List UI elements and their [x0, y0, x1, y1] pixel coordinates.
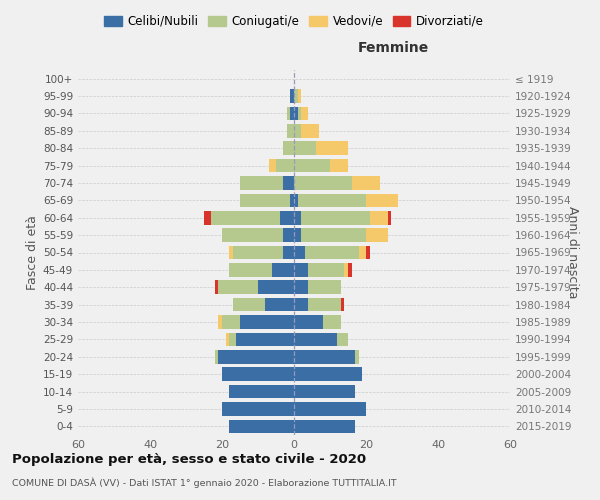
Bar	[229, 420, 294, 433]
Text: COMUNE DI DASÀ (VV) - Dati ISTAT 1° gennaio 2020 - Elaborazione TUTTITALIA.IT: COMUNE DI DASÀ (VV) - Dati ISTAT 1° genn…	[12, 478, 397, 488]
Bar	[229, 263, 272, 276]
Bar	[294, 194, 298, 207]
Bar	[233, 298, 265, 312]
Bar	[301, 211, 370, 224]
Bar	[294, 106, 298, 120]
Bar	[337, 332, 348, 346]
Bar	[298, 194, 366, 207]
Bar	[366, 228, 388, 242]
Bar	[229, 385, 294, 398]
Bar	[233, 246, 283, 260]
Text: Femmine: Femmine	[358, 42, 429, 56]
Bar	[308, 280, 341, 294]
Bar	[280, 211, 294, 224]
Bar	[276, 159, 294, 172]
Bar	[294, 263, 308, 276]
Bar	[287, 106, 290, 120]
Bar	[222, 402, 294, 415]
Bar	[294, 385, 355, 398]
Bar	[294, 124, 301, 138]
Bar	[305, 246, 359, 260]
Bar	[308, 263, 344, 276]
Bar	[240, 194, 290, 207]
Bar	[290, 106, 294, 120]
Bar	[344, 263, 348, 276]
Bar	[222, 228, 283, 242]
Bar	[323, 315, 341, 329]
Bar	[370, 211, 388, 224]
Bar	[366, 194, 398, 207]
Bar	[294, 280, 308, 294]
Bar	[294, 246, 305, 260]
Bar	[272, 263, 294, 276]
Bar	[388, 211, 391, 224]
Bar	[294, 332, 337, 346]
Bar	[240, 315, 294, 329]
Bar	[222, 315, 240, 329]
Bar	[294, 228, 301, 242]
Bar	[204, 211, 211, 224]
Bar	[236, 332, 294, 346]
Bar	[218, 280, 258, 294]
Text: Popolazione per età, sesso e stato civile - 2020: Popolazione per età, sesso e stato civil…	[12, 452, 366, 466]
Bar	[226, 332, 229, 346]
Bar	[316, 142, 348, 155]
Bar	[283, 176, 294, 190]
Bar	[294, 142, 316, 155]
Bar	[294, 350, 355, 364]
Bar	[352, 176, 380, 190]
Bar	[308, 298, 341, 312]
Bar	[294, 315, 323, 329]
Bar	[218, 350, 294, 364]
Bar	[229, 332, 236, 346]
Bar	[359, 246, 366, 260]
Bar	[218, 315, 222, 329]
Bar	[222, 368, 294, 381]
Bar	[265, 298, 294, 312]
Bar	[301, 106, 308, 120]
Bar	[330, 159, 348, 172]
Bar	[258, 280, 294, 294]
Bar	[215, 350, 218, 364]
Bar	[341, 298, 344, 312]
Bar	[283, 246, 294, 260]
Bar	[229, 246, 233, 260]
Bar	[294, 298, 308, 312]
Bar	[294, 90, 298, 103]
Bar	[294, 211, 301, 224]
Bar	[290, 90, 294, 103]
Bar	[283, 228, 294, 242]
Bar	[294, 368, 362, 381]
Bar	[301, 124, 319, 138]
Bar	[287, 124, 294, 138]
Bar	[240, 176, 283, 190]
Legend: Celibi/Nubili, Coniugati/e, Vedovi/e, Divorziati/e: Celibi/Nubili, Coniugati/e, Vedovi/e, Di…	[99, 10, 489, 32]
Bar	[298, 106, 301, 120]
Bar	[211, 211, 280, 224]
Bar	[215, 280, 218, 294]
Y-axis label: Anni di nascita: Anni di nascita	[566, 206, 578, 298]
Bar	[366, 246, 370, 260]
Bar	[269, 159, 276, 172]
Bar	[283, 142, 294, 155]
Bar	[348, 263, 352, 276]
Bar	[294, 159, 330, 172]
Y-axis label: Fasce di età: Fasce di età	[26, 215, 39, 290]
Bar	[298, 90, 301, 103]
Bar	[294, 402, 366, 415]
Bar	[294, 176, 352, 190]
Bar	[294, 420, 355, 433]
Bar	[355, 350, 359, 364]
Bar	[290, 194, 294, 207]
Bar	[301, 228, 366, 242]
